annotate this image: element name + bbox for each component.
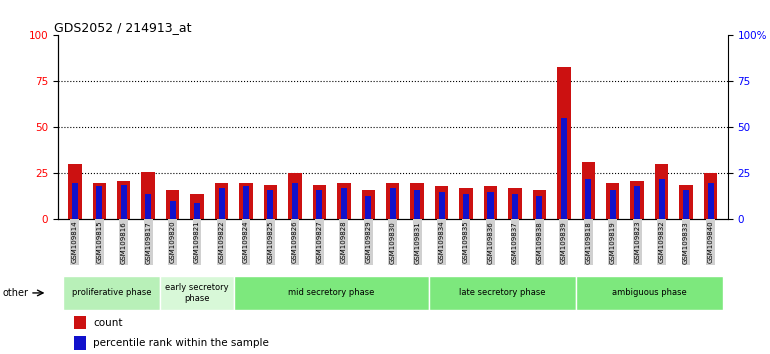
Bar	[92, 183, 106, 219]
Bar	[484, 186, 497, 219]
Text: GSM109825: GSM109825	[267, 221, 273, 263]
Bar	[508, 188, 521, 219]
Bar	[679, 184, 693, 219]
Bar	[576, 276, 723, 310]
Text: GSM109840: GSM109840	[708, 221, 714, 263]
Bar	[62, 276, 160, 310]
Text: GSM109818: GSM109818	[585, 221, 591, 263]
Bar	[68, 164, 82, 219]
Bar	[435, 186, 448, 219]
Bar	[75, 316, 86, 329]
Text: mid secretory phase: mid secretory phase	[289, 289, 375, 297]
Bar	[215, 183, 228, 219]
Bar	[655, 164, 668, 219]
Text: GSM109819: GSM109819	[610, 221, 616, 263]
Bar	[142, 172, 155, 219]
Text: GSM109824: GSM109824	[243, 221, 249, 263]
Bar	[439, 192, 444, 219]
Text: late secretory phase: late secretory phase	[460, 289, 546, 297]
Bar	[683, 190, 689, 219]
Bar	[463, 194, 469, 219]
Text: proliferative phase: proliferative phase	[72, 289, 151, 297]
Bar	[267, 190, 273, 219]
Bar	[234, 276, 430, 310]
Text: GSM109816: GSM109816	[121, 221, 127, 263]
Text: GSM109817: GSM109817	[146, 221, 151, 263]
Text: GSM109830: GSM109830	[390, 221, 396, 263]
Bar	[337, 183, 350, 219]
Text: ambiguous phase: ambiguous phase	[612, 289, 687, 297]
Bar	[606, 183, 619, 219]
Bar	[414, 190, 420, 219]
Bar	[190, 194, 204, 219]
Text: GSM109833: GSM109833	[683, 221, 689, 263]
Bar	[557, 67, 571, 219]
Bar	[512, 194, 518, 219]
Bar	[460, 188, 473, 219]
Bar	[634, 186, 640, 219]
Bar	[169, 201, 176, 219]
Bar	[219, 188, 225, 219]
Text: GSM109839: GSM109839	[561, 221, 567, 263]
Bar	[658, 179, 665, 219]
Text: GSM109834: GSM109834	[439, 221, 444, 263]
Bar	[585, 179, 591, 219]
Bar	[316, 190, 323, 219]
Bar	[341, 188, 346, 219]
Bar	[390, 188, 396, 219]
Bar	[561, 118, 567, 219]
Bar	[410, 183, 424, 219]
Bar	[146, 194, 151, 219]
Bar	[430, 276, 576, 310]
Bar	[96, 186, 102, 219]
Text: GSM109831: GSM109831	[414, 221, 420, 263]
Text: GSM109835: GSM109835	[463, 221, 469, 263]
Bar	[239, 183, 253, 219]
Bar	[708, 183, 714, 219]
Text: GSM109838: GSM109838	[537, 221, 542, 263]
Bar	[313, 184, 326, 219]
Bar	[264, 184, 277, 219]
Bar	[75, 336, 86, 350]
Bar	[533, 190, 546, 219]
Text: count: count	[93, 318, 122, 327]
Text: GSM109828: GSM109828	[341, 221, 346, 263]
Bar	[72, 183, 78, 219]
Bar	[292, 183, 298, 219]
Bar	[194, 203, 200, 219]
Text: GDS2052 / 214913_at: GDS2052 / 214913_at	[55, 21, 192, 34]
Text: other: other	[3, 288, 29, 298]
Bar	[288, 173, 302, 219]
Text: GSM109821: GSM109821	[194, 221, 200, 263]
Bar	[362, 190, 375, 219]
Bar	[243, 186, 249, 219]
Bar	[121, 184, 127, 219]
Text: GSM109827: GSM109827	[316, 221, 323, 263]
Text: GSM109832: GSM109832	[658, 221, 665, 263]
Bar	[160, 276, 234, 310]
Bar	[117, 181, 130, 219]
Text: GSM109815: GSM109815	[96, 221, 102, 263]
Text: GSM109837: GSM109837	[512, 221, 518, 263]
Text: GSM109822: GSM109822	[219, 221, 225, 263]
Text: percentile rank within the sample: percentile rank within the sample	[93, 338, 269, 348]
Text: GSM109829: GSM109829	[365, 221, 371, 263]
Bar	[631, 181, 644, 219]
Text: GSM109820: GSM109820	[169, 221, 176, 263]
Bar	[610, 190, 616, 219]
Bar	[581, 162, 595, 219]
Text: GSM109823: GSM109823	[634, 221, 640, 263]
Text: GSM109826: GSM109826	[292, 221, 298, 263]
Bar	[386, 183, 400, 219]
Text: early secretory
phase: early secretory phase	[166, 283, 229, 303]
Text: GSM109836: GSM109836	[487, 221, 494, 263]
Bar	[166, 190, 179, 219]
Text: GSM109814: GSM109814	[72, 221, 78, 263]
Bar	[704, 173, 718, 219]
Bar	[487, 192, 494, 219]
Bar	[537, 195, 542, 219]
Bar	[365, 195, 371, 219]
